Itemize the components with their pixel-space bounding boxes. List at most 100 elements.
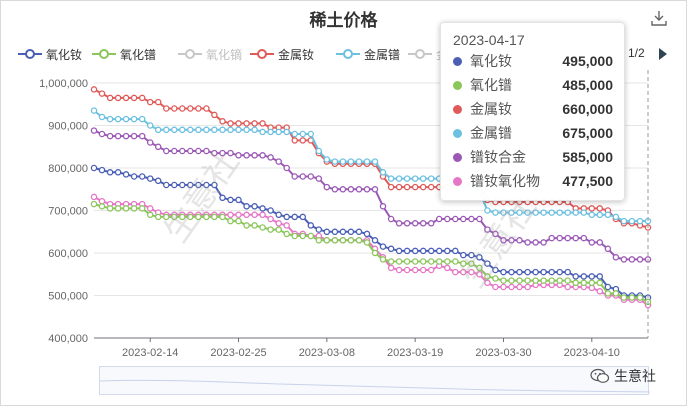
- data-point: [524, 283, 531, 291]
- data-point: [90, 193, 98, 201]
- x-tick-label: 2023-04-10: [564, 347, 620, 359]
- data-point: [130, 132, 138, 140]
- data-point: [411, 266, 419, 274]
- data-point: [187, 105, 194, 112]
- data-point: [355, 158, 363, 165]
- data-point: [347, 158, 355, 165]
- data-point: [171, 213, 178, 221]
- data-point: [211, 213, 218, 221]
- legend-item[interactable]: 金属钕: [250, 44, 314, 64]
- data-point: [187, 147, 194, 155]
- data-point: [146, 175, 154, 182]
- tooltip-row: 金属钕 660,000: [453, 99, 613, 119]
- data-point: [516, 209, 523, 216]
- data-point: [468, 260, 475, 267]
- data-point: [395, 183, 403, 191]
- data-point: [636, 294, 644, 301]
- data-point: [548, 277, 555, 284]
- data-point: [323, 183, 331, 191]
- data-point: [411, 175, 419, 182]
- data-point: [251, 211, 258, 219]
- data-point: [122, 115, 130, 123]
- data-point: [339, 237, 347, 244]
- brand-name: 生意社: [614, 368, 656, 384]
- data-point: [516, 268, 523, 276]
- data-point: [363, 239, 371, 246]
- data-point: [171, 126, 178, 134]
- data-point: [484, 273, 491, 280]
- data-point: [179, 181, 186, 189]
- data-point: [419, 258, 427, 265]
- data-point: [476, 215, 483, 223]
- data-point: [419, 247, 427, 255]
- data-point: [275, 226, 282, 233]
- data-point: [500, 209, 507, 216]
- series-line: [93, 196, 649, 306]
- data-point: [411, 183, 419, 191]
- data-point: [628, 294, 636, 301]
- data-point: [492, 275, 499, 282]
- series-line: [93, 129, 648, 261]
- data-point: [243, 152, 250, 159]
- data-point: [163, 147, 170, 155]
- data-point: [387, 175, 395, 182]
- data-point: [484, 279, 491, 287]
- data-point: [203, 105, 210, 112]
- legend-item[interactable]: 金属镨: [336, 44, 400, 64]
- download-icon[interactable]: [650, 9, 668, 27]
- data-point: [122, 132, 130, 140]
- legend-item[interactable]: 氧化镝: [178, 44, 242, 64]
- data-point: [283, 230, 290, 238]
- legend-marker: [178, 49, 202, 59]
- data-point: [540, 277, 547, 284]
- data-point: [508, 277, 515, 284]
- data-point: [195, 126, 202, 134]
- data-point: [604, 283, 612, 291]
- data-point: [138, 132, 146, 140]
- data-point: [315, 226, 323, 233]
- data-point: [371, 186, 379, 193]
- data-point: [98, 197, 106, 205]
- data-point: [476, 271, 483, 278]
- legend-item[interactable]: 氧化钕: [18, 44, 82, 64]
- data-point: [435, 247, 443, 255]
- data-point: [540, 209, 547, 216]
- data-point: [427, 266, 435, 274]
- data-point: [179, 126, 186, 134]
- series-line: [93, 109, 648, 223]
- tooltip-series-name: 氧化钕: [470, 53, 512, 69]
- data-point: [114, 115, 122, 123]
- tooltip-value: 585,000: [562, 149, 613, 165]
- data-point: [476, 264, 483, 272]
- data-point: [122, 94, 130, 102]
- data-point: [556, 277, 563, 284]
- data-point: [628, 256, 636, 263]
- data-point: [195, 213, 202, 221]
- tooltip-row: 氧化镨 485,000: [453, 75, 613, 95]
- y-tick-label: 800,000: [48, 163, 88, 175]
- x-tick-label: 2023-03-08: [299, 347, 355, 359]
- data-point: [468, 268, 475, 276]
- data-point: [219, 118, 226, 125]
- tooltip-marker: [453, 104, 462, 114]
- tooltip-row: 氧化钕 495,000: [453, 51, 613, 71]
- data-point: [154, 143, 162, 151]
- series-line: [93, 167, 649, 299]
- data-point: [154, 177, 162, 185]
- y-tick-label: 900,000: [48, 121, 88, 133]
- data-point: [620, 217, 628, 225]
- tooltip-series-name: 镨钕合金: [470, 149, 526, 165]
- datazoom-slider[interactable]: [99, 366, 651, 395]
- data-point: [299, 173, 307, 180]
- data-point: [403, 247, 411, 255]
- data-point: [419, 220, 427, 227]
- legend-item[interactable]: 氧化镨: [92, 44, 156, 64]
- data-point: [435, 215, 443, 223]
- data-point: [588, 273, 596, 280]
- data-point: [379, 169, 387, 176]
- data-point: [235, 126, 242, 134]
- data-point: [636, 256, 644, 263]
- triangle-right-icon[interactable]: [658, 48, 668, 60]
- data-point: [516, 283, 523, 291]
- data-point: [267, 226, 274, 233]
